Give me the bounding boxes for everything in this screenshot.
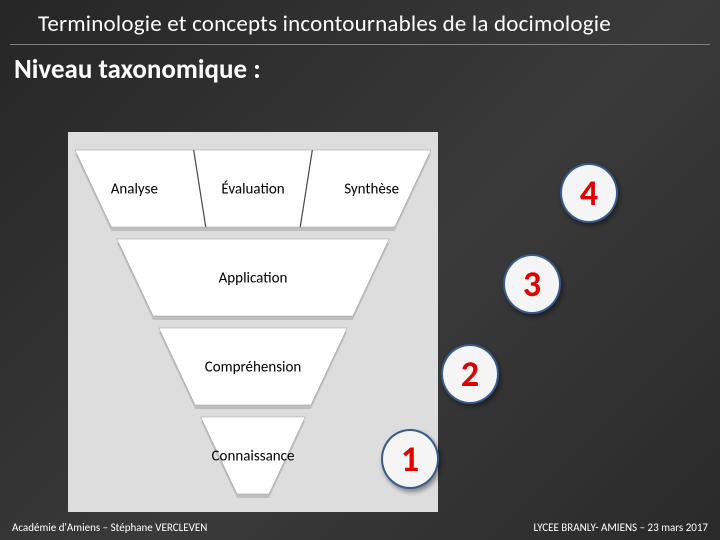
funnel-label: Compréhension: [205, 359, 302, 377]
level-badge-4: 4: [560, 163, 618, 223]
level-badge-3: 3: [503, 254, 561, 314]
funnel-label: Connaissance: [212, 448, 295, 466]
level-badge-1: 1: [381, 429, 439, 489]
title-divider: [10, 44, 710, 45]
funnel-label: Évaluation: [221, 181, 284, 199]
subtitle: Niveau taxonomique :: [0, 51, 720, 86]
level-badge-2: 2: [441, 344, 499, 404]
slide-title: Terminologie et concepts incontournables…: [0, 0, 720, 44]
funnel-label: Application: [219, 270, 288, 288]
funnel-label: Analyse: [111, 181, 158, 199]
footer: Académie d'Amiens – Stéphane VERCLEVEN L…: [0, 521, 720, 534]
footer-right: LYCEE BRANLY- AMIENS – 23 mars 2017: [533, 521, 708, 534]
funnel-label: Synthèse: [344, 181, 399, 199]
footer-left: Académie d'Amiens – Stéphane VERCLEVEN: [12, 521, 207, 534]
